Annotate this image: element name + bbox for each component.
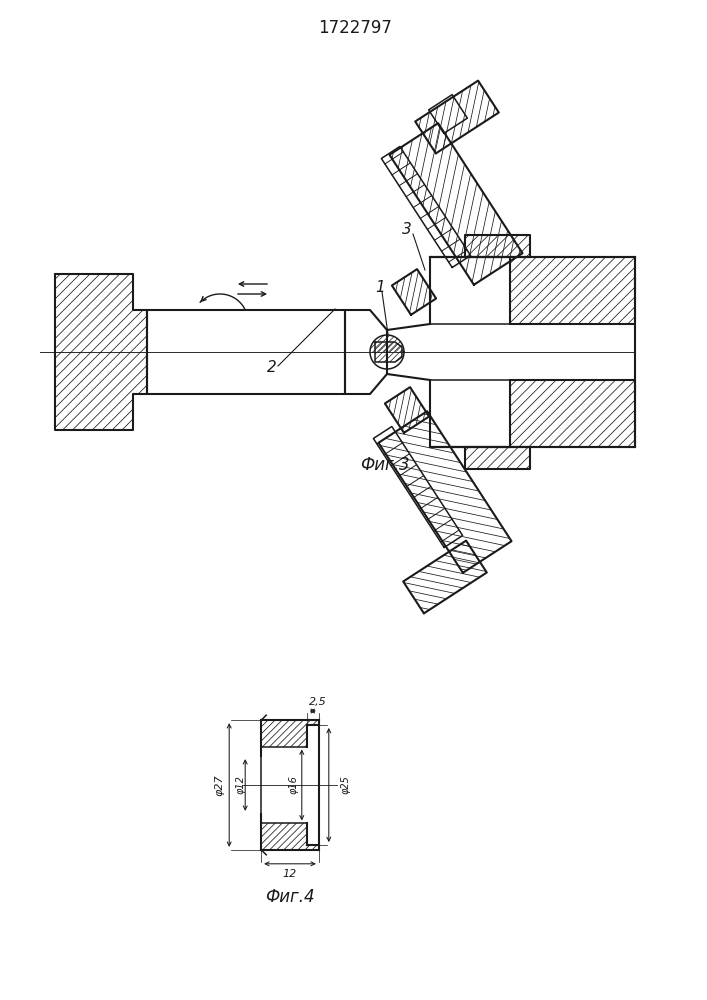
- Text: φ25: φ25: [341, 776, 351, 794]
- Text: 1: 1: [375, 279, 385, 294]
- Text: 2,5: 2,5: [309, 697, 327, 707]
- Text: 1722797: 1722797: [318, 19, 392, 37]
- Text: φ12: φ12: [235, 776, 245, 794]
- Text: Фиг.4: Фиг.4: [265, 888, 315, 906]
- Text: Фиг.3: Фиг.3: [360, 456, 410, 474]
- Text: φ27: φ27: [214, 774, 224, 796]
- Text: 3: 3: [402, 223, 412, 237]
- Text: 12: 12: [283, 869, 297, 879]
- Text: 2: 2: [267, 360, 277, 374]
- Text: φ16: φ16: [288, 776, 299, 794]
